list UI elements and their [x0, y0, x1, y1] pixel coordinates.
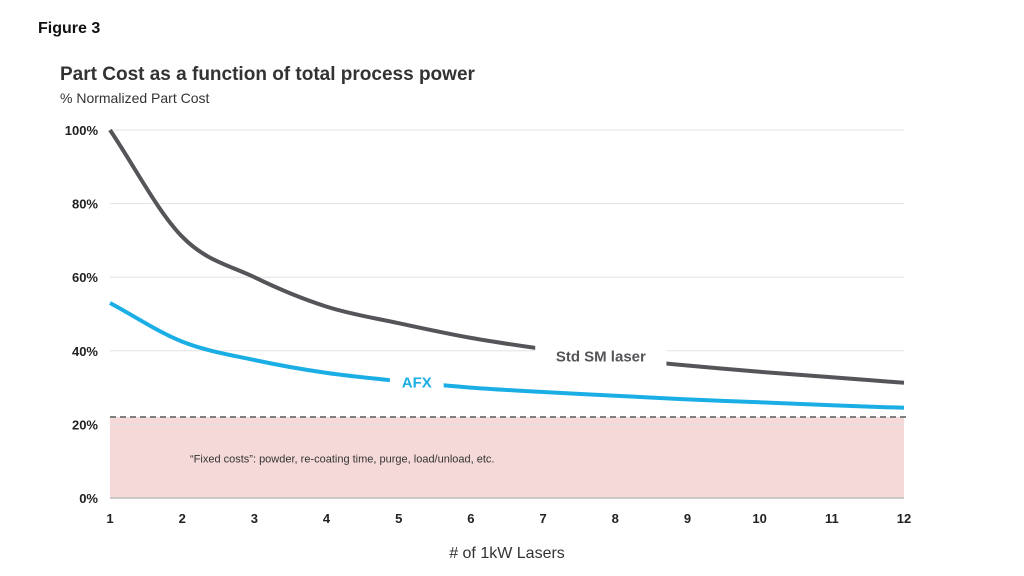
x-tick-label: 1	[106, 511, 113, 526]
x-tick-label: 11	[825, 511, 839, 526]
series-line-std-sm-laser	[108, 128, 905, 385]
y-tick-labels: 0% 20% 40% 60% 80% 100%	[65, 123, 99, 506]
figure-label: Figure 3	[38, 20, 101, 37]
chart-subtitle: % Normalized Part Cost	[60, 90, 210, 106]
x-tick-label: 3	[251, 511, 258, 526]
y-tick-label: 80%	[72, 197, 98, 212]
series-line-afx	[109, 301, 905, 410]
x-tick-label: 10	[752, 511, 766, 526]
series-label-background	[535, 344, 667, 369]
y-tick-label: 60%	[72, 270, 98, 285]
x-tick-label: 8	[612, 511, 619, 526]
x-tick-label: 7	[539, 511, 546, 526]
series-label-afx: AFX	[402, 375, 432, 392]
y-tick-label: 0%	[79, 491, 98, 506]
series-layer: Std SM laser AFX	[108, 128, 905, 410]
x-tick-label: 5	[395, 511, 402, 526]
series-label-std-sm-laser: Std SM laser	[556, 348, 646, 365]
gridlines	[110, 129, 904, 425]
x-tick-label: 6	[467, 511, 474, 526]
y-tick-label: 100%	[65, 123, 99, 138]
x-tick-label: 9	[684, 511, 691, 526]
series-label-background	[389, 370, 444, 395]
x-tick-label: 2	[179, 511, 186, 526]
fixed-costs-note: “Fixed costs”: powder, re-coating time, …	[190, 454, 495, 466]
fixed-costs-region	[110, 417, 904, 498]
x-tick-labels: 1 2 3 4 5 6 7 8 9 10 11 12	[106, 511, 911, 526]
chart-title: Part Cost as a function of total process…	[60, 64, 475, 85]
x-tick-label: 12	[897, 511, 911, 526]
y-tick-label: 20%	[72, 417, 98, 432]
x-tick-label: 4	[323, 511, 331, 526]
x-axis-label: # of 1kW Lasers	[449, 545, 565, 562]
y-tick-label: 40%	[72, 344, 98, 359]
